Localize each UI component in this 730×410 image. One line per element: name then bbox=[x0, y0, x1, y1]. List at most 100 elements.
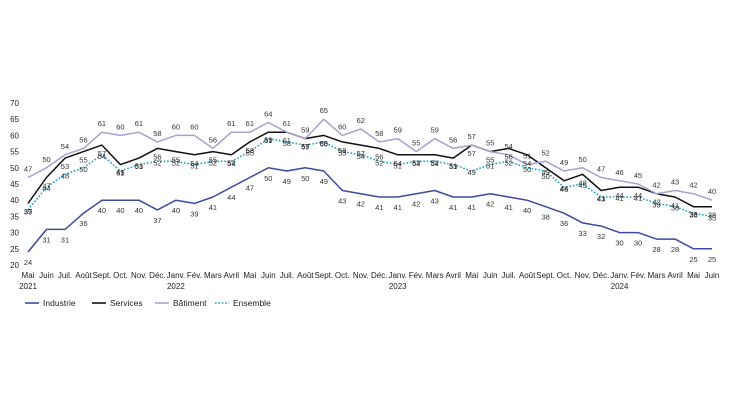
data-label: 41 bbox=[671, 201, 679, 210]
data-label: 59 bbox=[394, 126, 402, 135]
data-label: 32 bbox=[597, 232, 605, 241]
data-label: 42 bbox=[652, 181, 660, 190]
data-label: 62 bbox=[357, 116, 365, 125]
data-label: 37 bbox=[153, 216, 161, 225]
data-label: 47 bbox=[246, 184, 254, 193]
y-tick-label: 65 bbox=[10, 115, 19, 124]
data-label: 61 bbox=[246, 119, 254, 128]
data-label: 52 bbox=[227, 158, 235, 167]
data-label: 50 bbox=[301, 174, 309, 183]
data-label: 61 bbox=[135, 119, 143, 128]
x-tick-label: Juin bbox=[261, 271, 276, 280]
data-label: 49 bbox=[116, 168, 124, 177]
data-label: 55 bbox=[338, 149, 346, 158]
y-tick-label: 45 bbox=[10, 180, 19, 189]
x-tick-label: Sept. bbox=[536, 271, 555, 280]
x-tick-label: Fév. bbox=[409, 271, 424, 280]
data-label: 50 bbox=[578, 155, 586, 164]
data-label: 43 bbox=[671, 177, 679, 186]
x-tick-label: Nov. bbox=[131, 271, 147, 280]
data-label: 55 bbox=[486, 139, 494, 148]
x-tick-label: Déc. bbox=[149, 271, 165, 280]
x-tick-label: Juil. bbox=[58, 271, 72, 280]
x-year-label: 2022 bbox=[167, 282, 185, 291]
x-tick-label: Mai bbox=[465, 271, 478, 280]
data-label: 49 bbox=[468, 168, 476, 177]
data-label: 40 bbox=[135, 206, 143, 215]
data-label: 50 bbox=[79, 165, 87, 174]
data-label: 36 bbox=[560, 219, 568, 228]
data-label: 59 bbox=[301, 126, 309, 135]
data-label: 58 bbox=[375, 129, 383, 138]
x-tick-label: Mai bbox=[687, 271, 700, 280]
data-label: 53 bbox=[449, 162, 457, 171]
x-tick-label: Mars bbox=[648, 271, 666, 280]
x-year-label: 2024 bbox=[611, 282, 629, 291]
data-label: 52 bbox=[153, 158, 161, 167]
data-label: 28 bbox=[652, 245, 660, 254]
x-tick-label: Juin bbox=[705, 271, 720, 280]
legend-label: Industrie bbox=[43, 298, 76, 308]
data-label: 46 bbox=[560, 185, 568, 194]
data-label: 49 bbox=[283, 177, 291, 186]
series-lines bbox=[27, 118, 713, 253]
data-label: 61 bbox=[283, 136, 291, 145]
data-label: 42 bbox=[357, 200, 365, 209]
data-label: 60 bbox=[116, 122, 124, 131]
data-label: 56 bbox=[153, 152, 161, 161]
data-label: 58 bbox=[246, 146, 254, 155]
y-tick-label: 35 bbox=[10, 212, 19, 221]
data-label: 54 bbox=[504, 142, 512, 151]
data-label: 58 bbox=[283, 139, 291, 148]
data-label: 41 bbox=[449, 203, 457, 212]
data-label: 40 bbox=[172, 206, 180, 215]
y-tick-label: 70 bbox=[10, 99, 19, 108]
data-label: 33 bbox=[578, 229, 586, 238]
data-label: 49 bbox=[560, 158, 568, 167]
x-tick-label: Oct. bbox=[113, 271, 128, 280]
data-label: 35 bbox=[708, 213, 716, 222]
x-tick-label: Sept. bbox=[314, 271, 333, 280]
data-label: 54 bbox=[61, 142, 69, 151]
data-label: 38 bbox=[689, 211, 697, 220]
x-tick-label: Mars bbox=[426, 271, 444, 280]
legend-label: Services bbox=[110, 298, 143, 308]
data-label: 44 bbox=[615, 191, 623, 200]
y-tick-label: 55 bbox=[10, 148, 19, 157]
data-label: 54 bbox=[431, 159, 439, 168]
y-tick-label: 60 bbox=[10, 131, 19, 140]
data-label: 55 bbox=[486, 156, 494, 165]
data-label: 40 bbox=[708, 187, 716, 196]
data-label: 51 bbox=[486, 162, 494, 171]
data-label: 55 bbox=[412, 139, 420, 148]
data-label: 50 bbox=[523, 165, 531, 174]
data-label: 42 bbox=[652, 198, 660, 207]
x-tick-label: Avril bbox=[445, 271, 461, 280]
data-label: 39 bbox=[652, 200, 660, 209]
series-line-ensemble bbox=[27, 137, 713, 218]
data-label: 56 bbox=[375, 152, 383, 161]
data-label: 52 bbox=[541, 148, 549, 157]
data-label: 54 bbox=[412, 159, 420, 168]
data-label: 30 bbox=[615, 239, 623, 248]
data-label: 24 bbox=[24, 258, 32, 267]
data-label: 58 bbox=[338, 146, 346, 155]
data-label: 49 bbox=[541, 168, 549, 177]
data-label: 25 bbox=[689, 255, 697, 264]
data-label: 65 bbox=[320, 106, 328, 115]
y-tick-label: 25 bbox=[10, 245, 19, 254]
data-label: 55 bbox=[209, 156, 217, 165]
data-label: 52 bbox=[504, 158, 512, 167]
data-label: 39 bbox=[190, 209, 198, 218]
data-label: 41 bbox=[468, 203, 476, 212]
data-label: 53 bbox=[135, 162, 143, 171]
x-tick-label: Sept. bbox=[93, 271, 112, 280]
data-label: 40 bbox=[98, 206, 106, 215]
data-label: 42 bbox=[689, 181, 697, 190]
x-tick-label: Août bbox=[297, 271, 314, 280]
x-tick-label: Janv. bbox=[610, 271, 629, 280]
data-label: 60 bbox=[320, 139, 328, 148]
data-label: 41 bbox=[597, 194, 605, 203]
x-tick-label: Fév. bbox=[631, 271, 646, 280]
